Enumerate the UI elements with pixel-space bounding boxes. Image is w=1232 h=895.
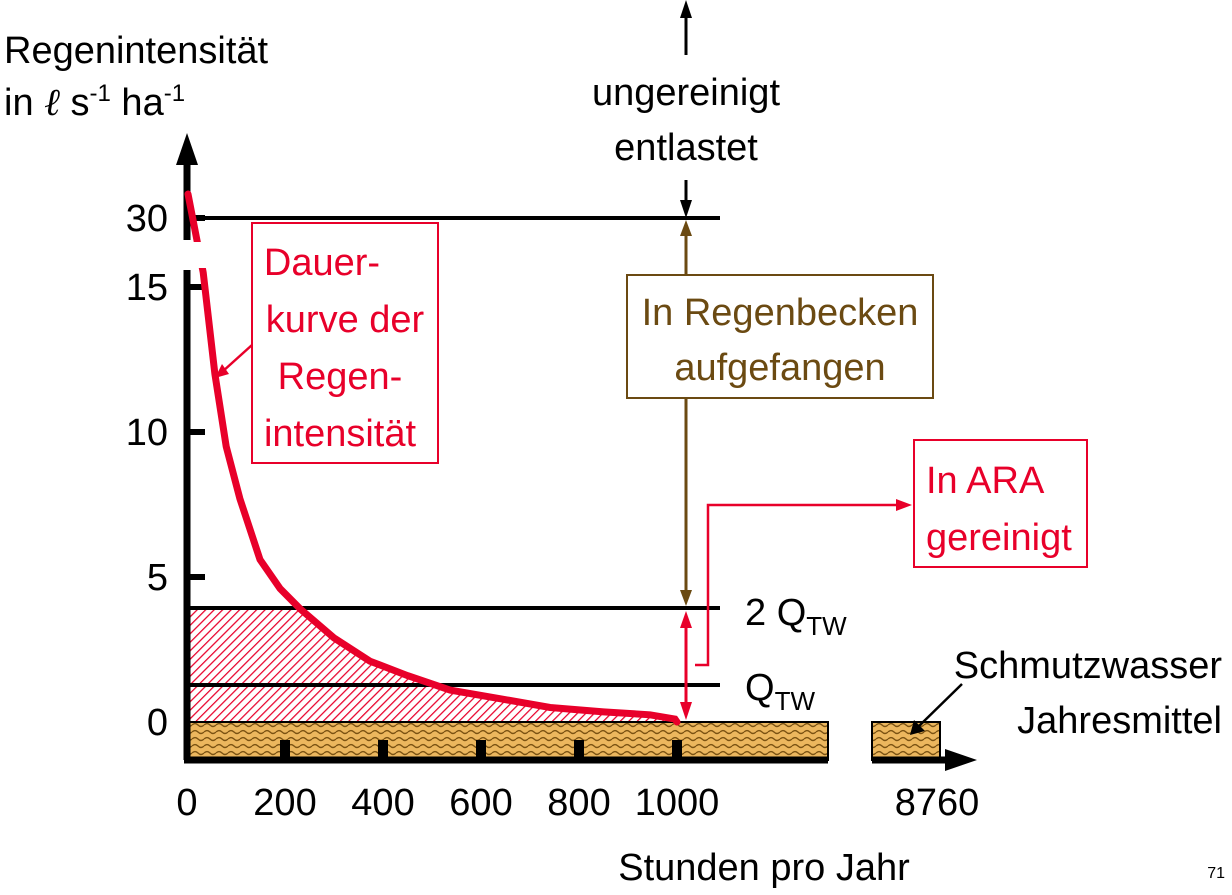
basin-label-box — [626, 274, 934, 399]
label-qtw: QTW — [745, 667, 815, 716]
x-tick-label: 8760 — [895, 782, 980, 824]
wastewater-band-end — [871, 721, 941, 761]
x-axis-title: Stunden pro Jahr — [618, 847, 910, 889]
wastewater-label: Jahresmittel — [1017, 700, 1222, 742]
treatment-connector — [695, 503, 900, 667]
curve-label-line: Dauer- — [264, 242, 380, 284]
y-tick — [187, 284, 205, 290]
x-tick — [672, 740, 682, 760]
x-axis-arrow-icon — [945, 749, 977, 771]
overflow-label: ungereinigt — [592, 72, 780, 114]
curve-label-box — [251, 222, 439, 464]
wastewater-arrow-icon — [910, 720, 925, 735]
x-tick — [476, 740, 486, 760]
treatment-label: gereinigt — [926, 517, 1072, 559]
y-tick-label: 30 — [126, 198, 168, 240]
x-tick — [378, 740, 388, 760]
curve-label-line: intensität — [264, 413, 417, 455]
y-axis-unit: in ℓ s-1 ha-1 — [4, 80, 185, 124]
treatment-label-box — [913, 439, 1088, 568]
curve-label-line: kurve der — [266, 299, 425, 341]
basin-label: In Regenbecken — [642, 292, 919, 334]
y-tick — [187, 574, 205, 580]
x-tick-label: 1000 — [635, 782, 720, 824]
wastewater-pointer — [917, 683, 963, 728]
y-axis-arrow-icon — [176, 133, 198, 165]
curve-pointer-arrow-icon — [215, 364, 229, 378]
duration-curve — [184, 190, 681, 726]
y-tick — [187, 429, 205, 435]
x-tick — [574, 740, 584, 760]
y-tick-label: 0 — [147, 702, 168, 744]
y-tick-label: 15 — [126, 267, 168, 309]
overflow-arrow-icon — [680, 0, 692, 18]
treated-volume-hatch — [187, 608, 677, 722]
overflow-down-arrow-icon — [680, 200, 692, 218]
x-tick-label: 0 — [176, 782, 197, 824]
x-tick-label: 400 — [351, 782, 414, 824]
y-axis-title: Regenintensität — [4, 30, 269, 72]
y-tick-label: 10 — [126, 412, 168, 454]
y-tick-label: 5 — [147, 557, 168, 599]
curve-pointer — [221, 344, 253, 373]
wastewater-label: Schmutzwasser — [954, 645, 1223, 687]
x-tick-label: 800 — [547, 782, 610, 824]
x-tick — [280, 740, 290, 760]
page-number: 71 — [1207, 865, 1225, 882]
label-2qtw: 2 QTW — [745, 592, 847, 641]
x-tick-label: 200 — [253, 782, 316, 824]
treatment-arrow-icon — [896, 499, 912, 511]
x-tick-label: 600 — [449, 782, 512, 824]
treatment-label: In ARA — [926, 460, 1045, 502]
curve-label-line: Regen- — [278, 356, 403, 398]
basin-label: aufgefangen — [674, 347, 885, 389]
overflow-label: entlastet — [614, 127, 758, 169]
